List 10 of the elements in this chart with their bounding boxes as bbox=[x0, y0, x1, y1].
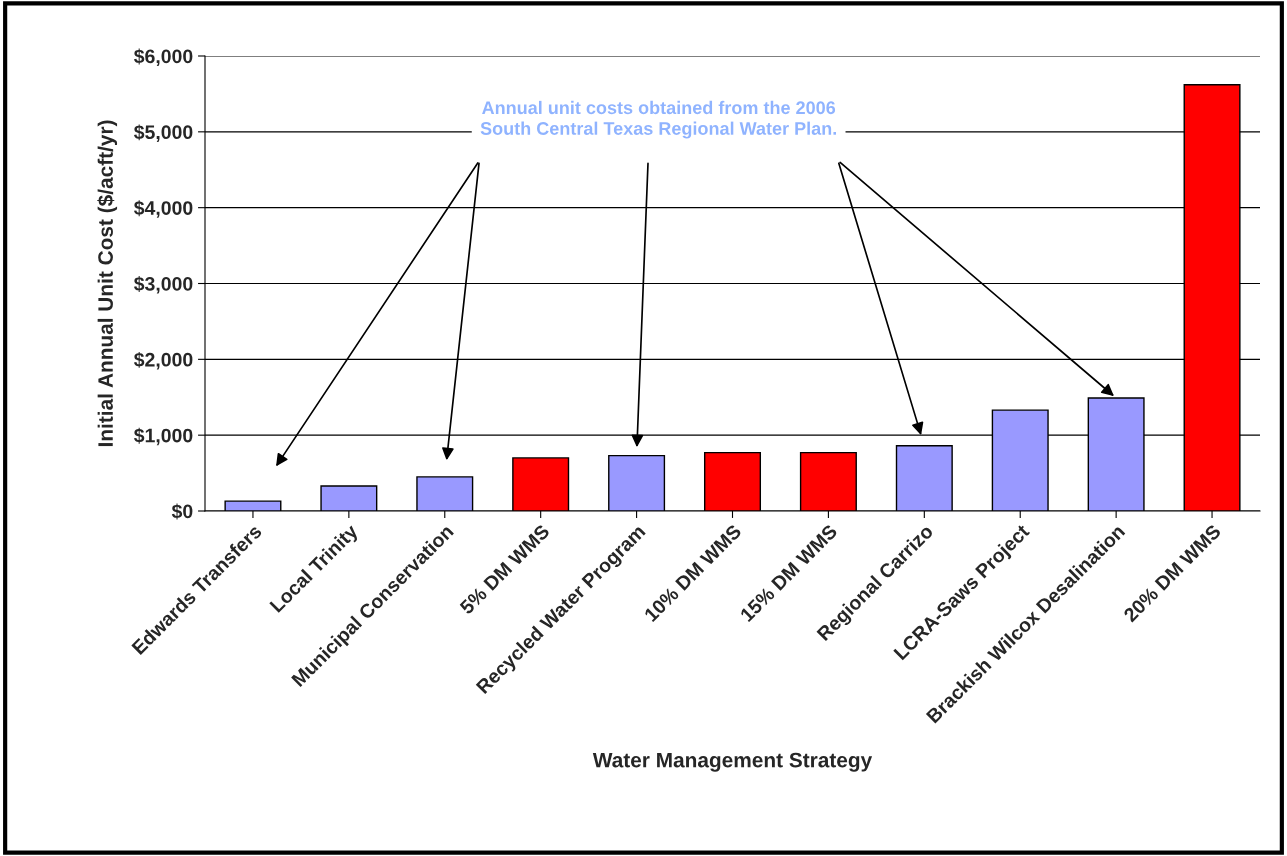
y-tick-label: $4,000 bbox=[133, 200, 193, 218]
y-tick-label: $5,000 bbox=[133, 124, 193, 142]
annotation: Annual unit costs obtained from the 2006 South Central Texas Regional Water Plan. bbox=[480, 100, 836, 139]
y-tick-label: $0 bbox=[171, 503, 193, 520]
y-tick-label: $3,000 bbox=[133, 276, 193, 294]
y-tick-label: $6,000 bbox=[133, 48, 193, 67]
y-tick-label: $1,000 bbox=[133, 427, 193, 446]
y-tick-label: $2,000 bbox=[133, 351, 193, 370]
y-axis-title: Initial Annual Unit Cost ($/acft/yr) bbox=[97, 120, 118, 447]
x-axis-title: Water Management Strategy bbox=[592, 752, 873, 772]
